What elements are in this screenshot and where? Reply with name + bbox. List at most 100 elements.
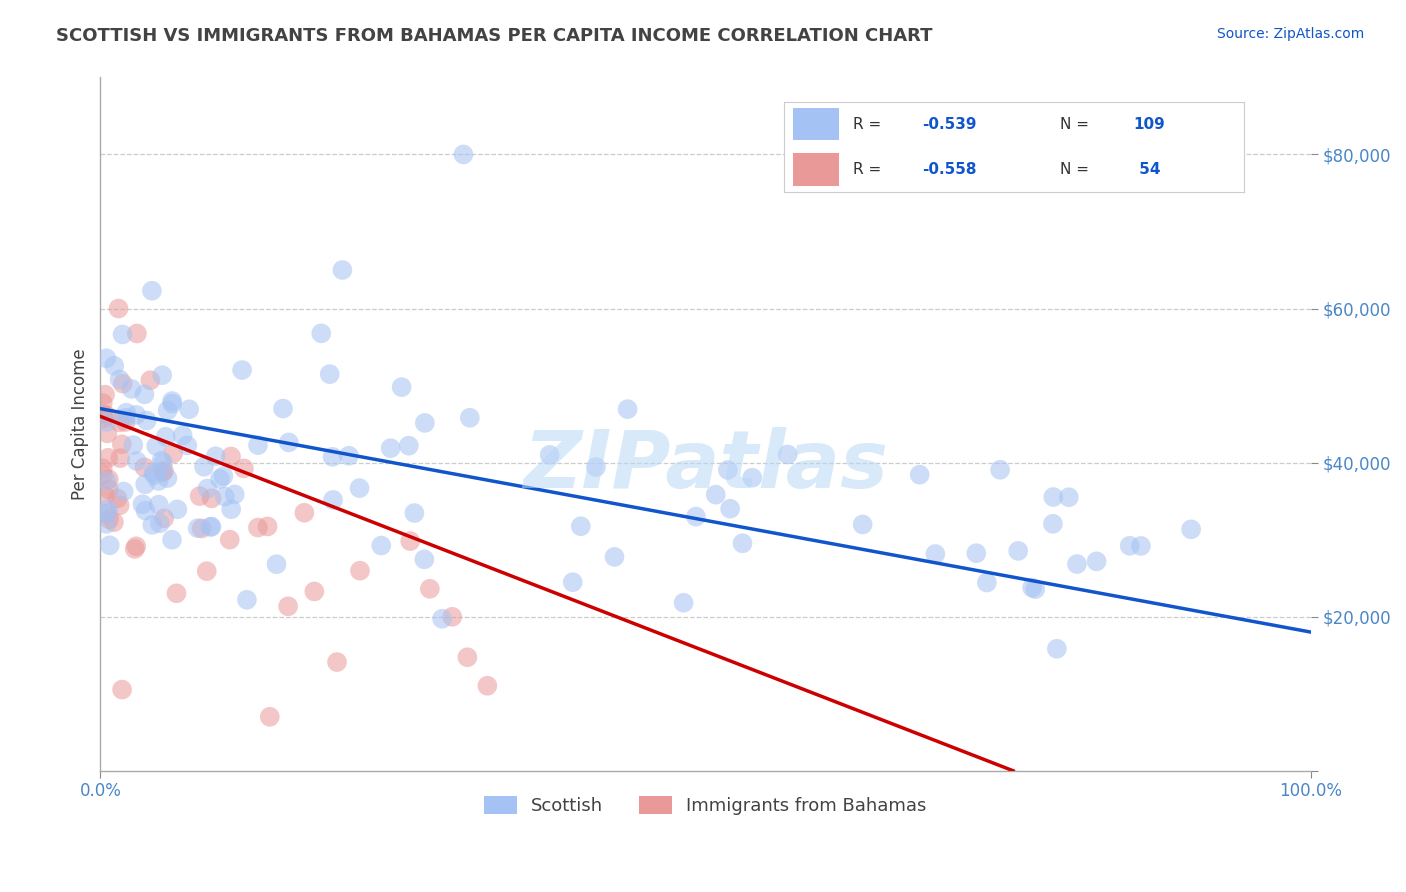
Point: [413, 552, 436, 566]
Point: [292, 506, 315, 520]
Point: [141, 517, 163, 532]
Point: [219, 502, 242, 516]
Point: [741, 471, 763, 485]
Point: [91, 407, 114, 421]
Point: [224, 487, 246, 501]
Point: [776, 448, 799, 462]
Point: [477, 679, 499, 693]
Point: [148, 474, 170, 488]
Point: [111, 376, 134, 391]
Point: [153, 464, 176, 478]
Point: [98, 512, 121, 526]
Point: [585, 460, 607, 475]
Point: [91, 411, 114, 425]
Point: [1046, 641, 1069, 656]
Point: [399, 534, 422, 549]
Point: [97, 450, 120, 465]
Point: [111, 327, 134, 342]
Point: [134, 387, 156, 401]
Point: [430, 612, 453, 626]
Point: [337, 449, 360, 463]
Point: [908, 467, 931, 482]
Point: [139, 373, 162, 387]
Point: [1057, 490, 1080, 504]
Point: [111, 437, 134, 451]
Point: [135, 413, 157, 427]
Point: [188, 489, 211, 503]
Point: [391, 380, 413, 394]
Point: [322, 450, 344, 464]
Point: [231, 363, 253, 377]
Point: [259, 710, 281, 724]
Point: [561, 575, 583, 590]
Point: [162, 397, 184, 411]
Point: [349, 564, 371, 578]
Point: [404, 506, 426, 520]
Point: [103, 515, 125, 529]
Point: [852, 517, 875, 532]
Point: [110, 451, 132, 466]
Point: [204, 449, 226, 463]
Point: [538, 448, 561, 462]
Point: [155, 430, 177, 444]
Point: [160, 533, 183, 547]
Point: [179, 402, 201, 417]
Point: [98, 538, 121, 552]
Point: [97, 472, 120, 486]
Point: [103, 359, 125, 373]
Point: [187, 521, 209, 535]
Point: [453, 147, 475, 161]
Text: ZIPatlas: ZIPatlas: [523, 426, 889, 505]
Legend: Scottish, Immigrants from Bahamas: Scottish, Immigrants from Bahamas: [475, 787, 936, 824]
Point: [685, 509, 707, 524]
Point: [976, 575, 998, 590]
Point: [718, 501, 741, 516]
Point: [370, 539, 392, 553]
Point: [236, 592, 259, 607]
Point: [398, 439, 420, 453]
Point: [1129, 539, 1152, 553]
Point: [246, 438, 269, 452]
Y-axis label: Per Capita Income: Per Capita Income: [72, 348, 89, 500]
Point: [1024, 582, 1046, 596]
Point: [197, 482, 219, 496]
Point: [134, 460, 156, 475]
Point: [219, 450, 242, 464]
Point: [456, 650, 478, 665]
Point: [419, 582, 441, 596]
Point: [616, 402, 638, 417]
Point: [142, 466, 165, 480]
Point: [124, 541, 146, 556]
Point: [172, 428, 194, 442]
Point: [134, 477, 156, 491]
Point: [149, 516, 172, 531]
Point: [672, 596, 695, 610]
Point: [153, 511, 176, 525]
Point: [458, 410, 481, 425]
Point: [91, 461, 114, 475]
Point: [96, 474, 118, 488]
Point: [156, 403, 179, 417]
Text: SCOTTISH VS IMMIGRANTS FROM BAHAMAS PER CAPITA INCOME CORRELATION CHART: SCOTTISH VS IMMIGRANTS FROM BAHAMAS PER …: [56, 27, 932, 45]
Point: [190, 521, 212, 535]
Point: [332, 263, 354, 277]
Point: [131, 497, 153, 511]
Point: [266, 558, 288, 572]
Point: [309, 326, 332, 341]
Point: [143, 468, 166, 483]
Point: [108, 499, 131, 513]
Point: [603, 549, 626, 564]
Point: [125, 326, 148, 341]
Point: [94, 507, 117, 521]
Point: [96, 426, 118, 441]
Point: [162, 446, 184, 460]
Point: [1021, 581, 1043, 595]
Point: [1066, 557, 1088, 571]
Point: [212, 469, 235, 483]
Point: [152, 465, 174, 479]
Point: [108, 415, 131, 429]
Point: [704, 488, 727, 502]
Point: [107, 491, 129, 506]
Point: [150, 368, 173, 383]
Point: [1042, 516, 1064, 531]
